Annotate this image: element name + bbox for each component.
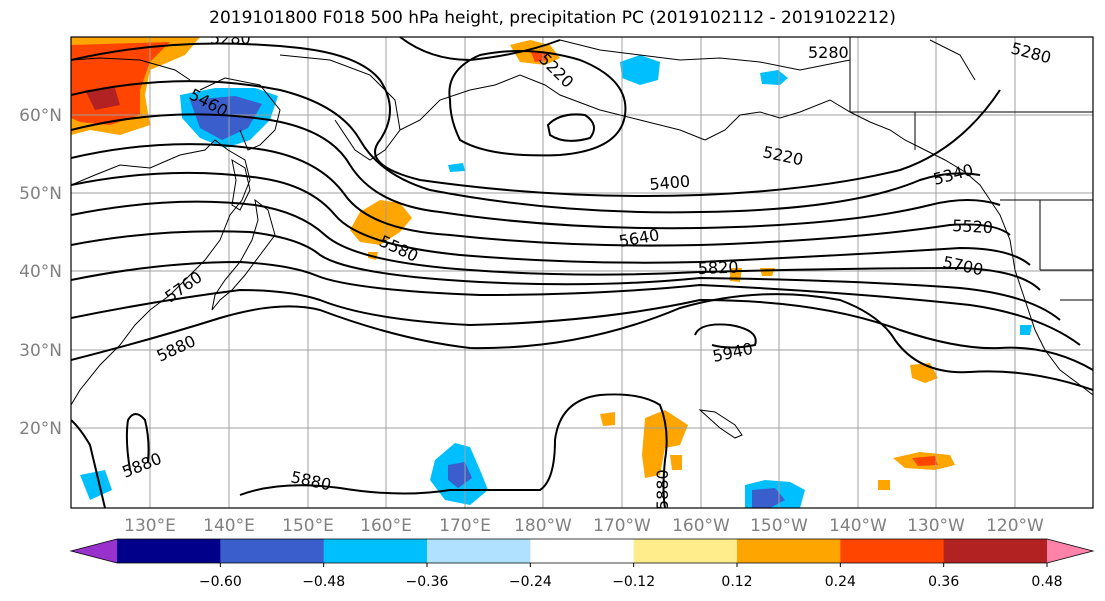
lon-label: 140°E <box>203 516 255 536</box>
contour-label: 5280 <box>210 29 251 48</box>
colorbar-extension-high <box>1047 539 1093 563</box>
colorbar-extension-low <box>71 539 117 563</box>
colorbar-segment <box>220 539 325 563</box>
map-title: 2019101800 F018 500 hPa height, precipit… <box>209 8 896 28</box>
precipitation-shading <box>71 37 1032 508</box>
colorbar-tick-label: 0.36 <box>928 574 959 590</box>
lon-label: 170°E <box>439 516 491 536</box>
colorbar-segment <box>737 539 841 563</box>
latitude-labels: 60°N 50°N 40°N 30°N 20°N <box>19 106 62 439</box>
colorbar-tick-label: −0.36 <box>406 574 449 590</box>
height-contours <box>71 37 1093 508</box>
lat-label: 30°N <box>19 341 62 361</box>
colorbar-tick-label: −0.24 <box>509 574 552 590</box>
colorbar-segment <box>633 539 738 563</box>
map-border <box>70 36 1094 509</box>
lon-label: 150°W <box>750 516 808 536</box>
colorbar-outline <box>69 538 1095 564</box>
lat-label: 50°N <box>19 184 62 204</box>
contour-label: 5280 <box>808 43 849 62</box>
lon-label: 120°W <box>986 516 1044 536</box>
lon-label: 130°E <box>124 516 176 536</box>
lat-label: 40°N <box>19 262 62 282</box>
colorbar-tick-label: 0.24 <box>825 574 856 590</box>
lon-label: 170°W <box>593 516 651 536</box>
lon-label: 140°W <box>829 516 887 536</box>
contour-label: 5820 <box>697 258 738 278</box>
colorbar-segment <box>840 539 945 563</box>
colorbar-segment <box>530 539 635 563</box>
colorbar-segment <box>427 539 531 563</box>
lon-label: 160°E <box>360 516 412 536</box>
contour-label: 5400 <box>649 172 691 194</box>
longitude-labels: 130°E 140°E 150°E 160°E 170°E 180°W 170°… <box>124 516 1044 536</box>
colorbar: −0.60 −0.48 −0.36 −0.24 −0.12 0.12 0.24 0.36 0.4… <box>69 538 1095 590</box>
coastlines <box>71 37 1093 439</box>
colorbar-tick-label: −0.60 <box>199 574 242 590</box>
colorbar-tick-label: 0.12 <box>721 574 752 590</box>
colorbar-segment <box>323 539 428 563</box>
contour-label: 5520 <box>952 216 994 237</box>
lon-label: 160°W <box>672 516 730 536</box>
colorbar-segment <box>943 539 1048 563</box>
colorbar-tick-label: 0.48 <box>1031 574 1062 590</box>
colorbar-tick-label: −0.48 <box>302 574 345 590</box>
lat-label: 20°N <box>19 419 62 439</box>
lon-label: 150°E <box>282 516 334 536</box>
colorbar-segment <box>117 539 221 563</box>
lon-label: 180°W <box>514 516 572 536</box>
lon-label: 130°W <box>907 516 965 536</box>
colorbar-tick-label: −0.12 <box>612 574 655 590</box>
lat-label: 60°N <box>19 106 62 126</box>
contour-label: 5880 <box>653 469 672 510</box>
